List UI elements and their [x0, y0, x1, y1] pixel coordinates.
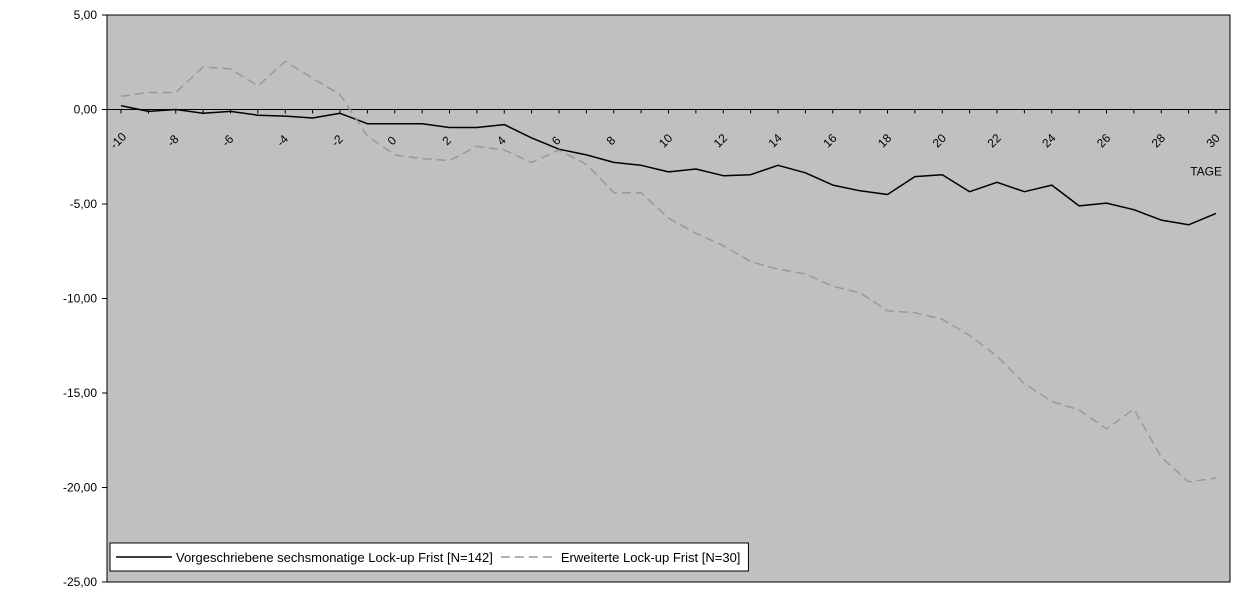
series-line-1 [120, 104, 1217, 226]
y-tick-label: -20,00 [63, 481, 97, 495]
legend: Vorgeschriebene sechsmonatige Lock-up Fr… [109, 542, 749, 572]
legend-label-series-2: Erweiterte Lock-up Frist [N=30] [561, 550, 741, 565]
y-tick-label: -5,00 [70, 197, 98, 211]
y-tick-label: -25,00 [63, 575, 97, 589]
series-line-2 [120, 60, 1217, 483]
x-axis-title: TAGE [1190, 165, 1222, 179]
y-axis: 5,00 0,00 -5,00 -10,00 -15,00 -20,00 -25,00 [63, 8, 107, 589]
y-tick-label: -15,00 [63, 386, 97, 400]
y-tick-label: -10,00 [63, 292, 97, 306]
series-layer [120, 60, 1217, 483]
plot-area [106, 14, 1231, 583]
legend-label-series-1: Vorgeschriebene sechsmonatige Lock-up Fr… [176, 550, 493, 565]
y-tick-label: 0,00 [74, 103, 98, 117]
y-tick-label: 5,00 [74, 8, 98, 22]
legend-box [109, 542, 749, 572]
